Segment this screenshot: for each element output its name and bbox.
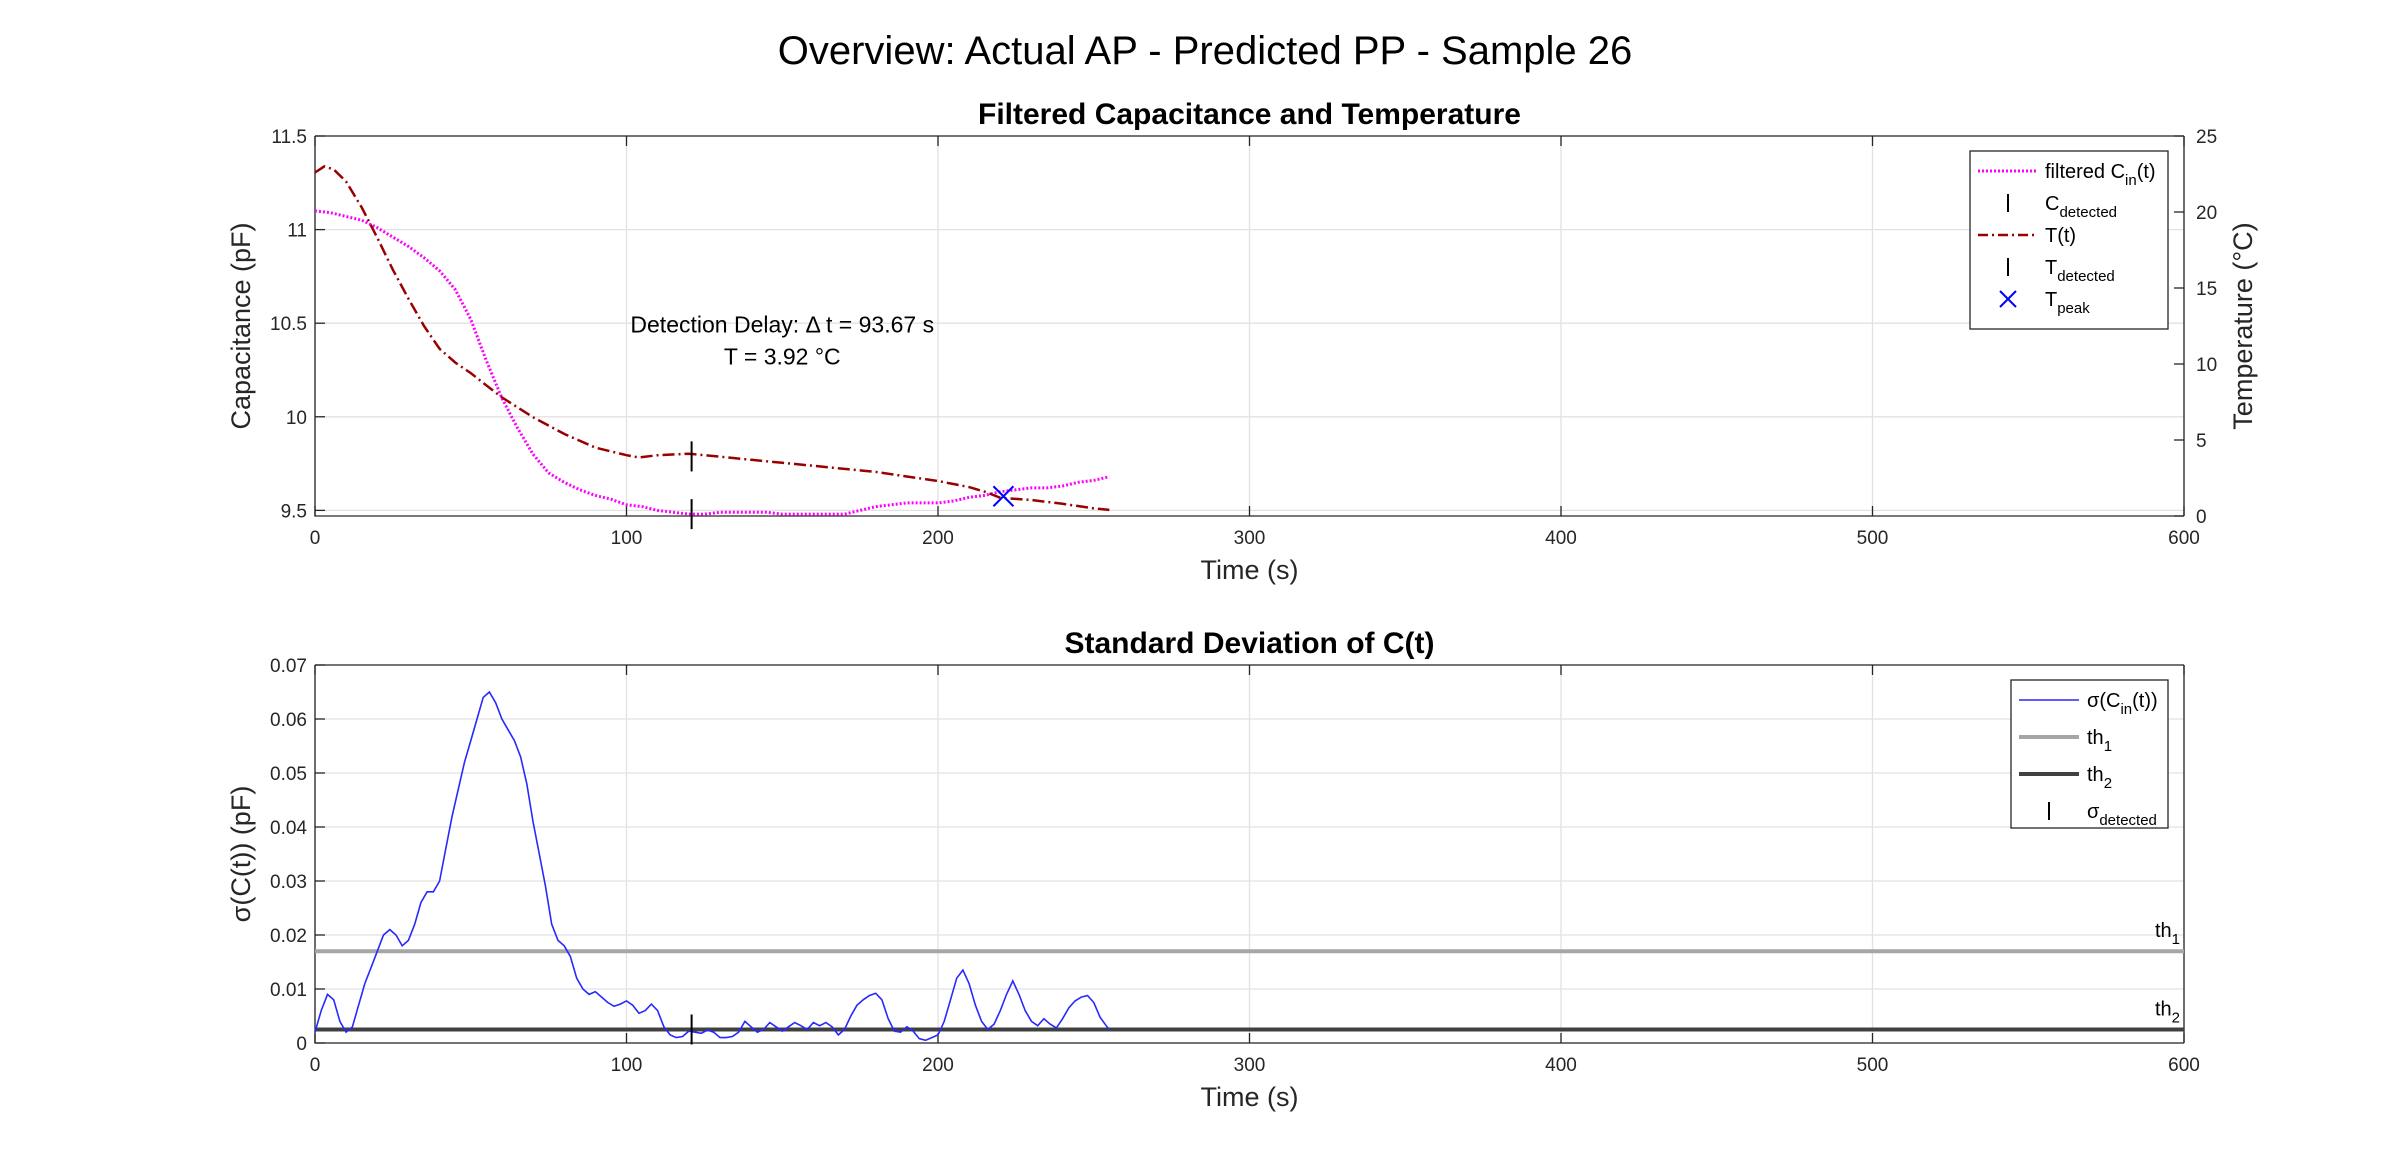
legend-standard-deviation: σ(Cin(t)) th1 th2 σdetected <box>2010 679 2169 829</box>
x-tick-label: 400 <box>1545 1055 1577 1076</box>
legend-entry-label: th2 <box>2087 764 2112 792</box>
detection-annotation-line: T = 3.92 °C <box>724 344 841 370</box>
legend-entry-label: Tdetected <box>2045 257 2115 285</box>
x-tick-label: 200 <box>922 528 954 549</box>
legend-entry-label: filtered Cin(t) <box>2045 161 2156 189</box>
capacitance-series-line <box>314 209 1110 516</box>
th1-threshold-label: th1 <box>2155 920 2180 948</box>
x-tick-label: 300 <box>1234 528 1266 549</box>
y-tick-label: 0.06 <box>270 710 307 731</box>
y-axis-label: Capacitance (pF) <box>226 222 256 429</box>
y-tick-label: 10 <box>286 408 307 429</box>
legend-box <box>2010 679 2169 829</box>
x-tick-label: 500 <box>1857 1055 1889 1076</box>
x-tick-label: 100 <box>611 528 643 549</box>
legend-box <box>1969 150 2169 330</box>
figure-suptitle: Overview: Actual AP - Predicted PP - Sam… <box>778 29 1633 73</box>
x-tick-label: 600 <box>2168 528 2200 549</box>
y2-tick-label: 10 <box>2196 355 2217 376</box>
y2-axis-label: Temperature (°C) <box>2228 222 2258 429</box>
standard-deviation-panel: 0 100 200 300 400 500 600 0 0.01 0.02 0.03 0.04 0.05… <box>226 627 2200 1112</box>
y2-tick-label: 20 <box>2196 203 2217 224</box>
legend-entry-label: Tpeak <box>2045 289 2090 317</box>
legend-entry-label: σ(Cin(t)) <box>2087 690 2158 718</box>
y-tick-label: 0.01 <box>270 980 307 1001</box>
x-tick-label: 300 <box>1234 1055 1266 1076</box>
th2-threshold-label: th2 <box>2155 999 2180 1027</box>
legend-symbol-x <box>1999 290 2017 308</box>
legend-entry-label: T(t) <box>2045 225 2076 247</box>
y-tick-label: 0.04 <box>270 818 307 839</box>
x-tick-label: 400 <box>1545 528 1577 549</box>
detection-annotation-line: Detection Delay: Δ t = 93.67 s <box>630 312 934 338</box>
y-tick-label: 0.02 <box>270 926 307 947</box>
panel-title: Filtered Capacitance and Temperature <box>978 98 1521 131</box>
y-tick-label: 0.03 <box>270 872 307 893</box>
legend-capacitance-temperature: filtered Cin(t) Cdetected T(t) Tdetected Tpe… <box>1969 150 2169 330</box>
y2-tick-label: 0 <box>2196 507 2207 528</box>
y2-tick-label: 25 <box>2196 127 2217 148</box>
legend-entry-label: th1 <box>2087 727 2112 755</box>
x-tick-label: 100 <box>611 1055 643 1076</box>
x-axis-label: Time (s) <box>1201 1082 1299 1112</box>
y-tick-label: 11 <box>287 221 307 242</box>
x-tick-label: 0 <box>310 1055 321 1076</box>
capacitance-temperature-panel: 0 100 200 300 400 500 600 9.5 10 10.5 11 11.5 0 5 10 15… <box>226 98 2258 585</box>
sigma-series-line <box>314 690 1110 1042</box>
legend-entry-label: Cdetected <box>2045 193 2117 221</box>
t-peak-marker <box>992 485 1015 507</box>
y-tick-label: 11.5 <box>271 127 307 148</box>
y-tick-label: 10.5 <box>270 314 307 335</box>
panel-title: Standard Deviation of C(t) <box>1064 627 1434 660</box>
y2-tick-label: 5 <box>2196 431 2207 452</box>
x-axis-label: Time (s) <box>1201 555 1299 585</box>
y-tick-label: 0.07 <box>270 656 307 677</box>
y2-tick-label: 15 <box>2196 279 2217 300</box>
x-tick-label: 200 <box>922 1055 954 1076</box>
y-axis-label: σ(C(t)) (pF) <box>226 786 256 923</box>
y-tick-label: 0 <box>296 1034 307 1055</box>
legend-entry-label: σdetected <box>2087 801 2157 829</box>
x-tick-label: 500 <box>1857 528 1889 549</box>
x-tick-label: 0 <box>310 528 321 549</box>
x-tick-label: 600 <box>2168 1055 2200 1076</box>
temperature-series-line <box>314 165 1110 512</box>
y-tick-label: 0.05 <box>270 764 307 785</box>
y-tick-label: 9.5 <box>281 501 307 522</box>
